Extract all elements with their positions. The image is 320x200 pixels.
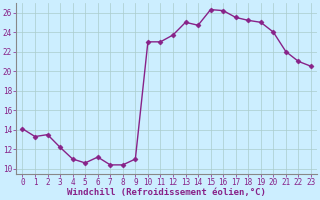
X-axis label: Windchill (Refroidissement éolien,°C): Windchill (Refroidissement éolien,°C) [67,188,266,197]
